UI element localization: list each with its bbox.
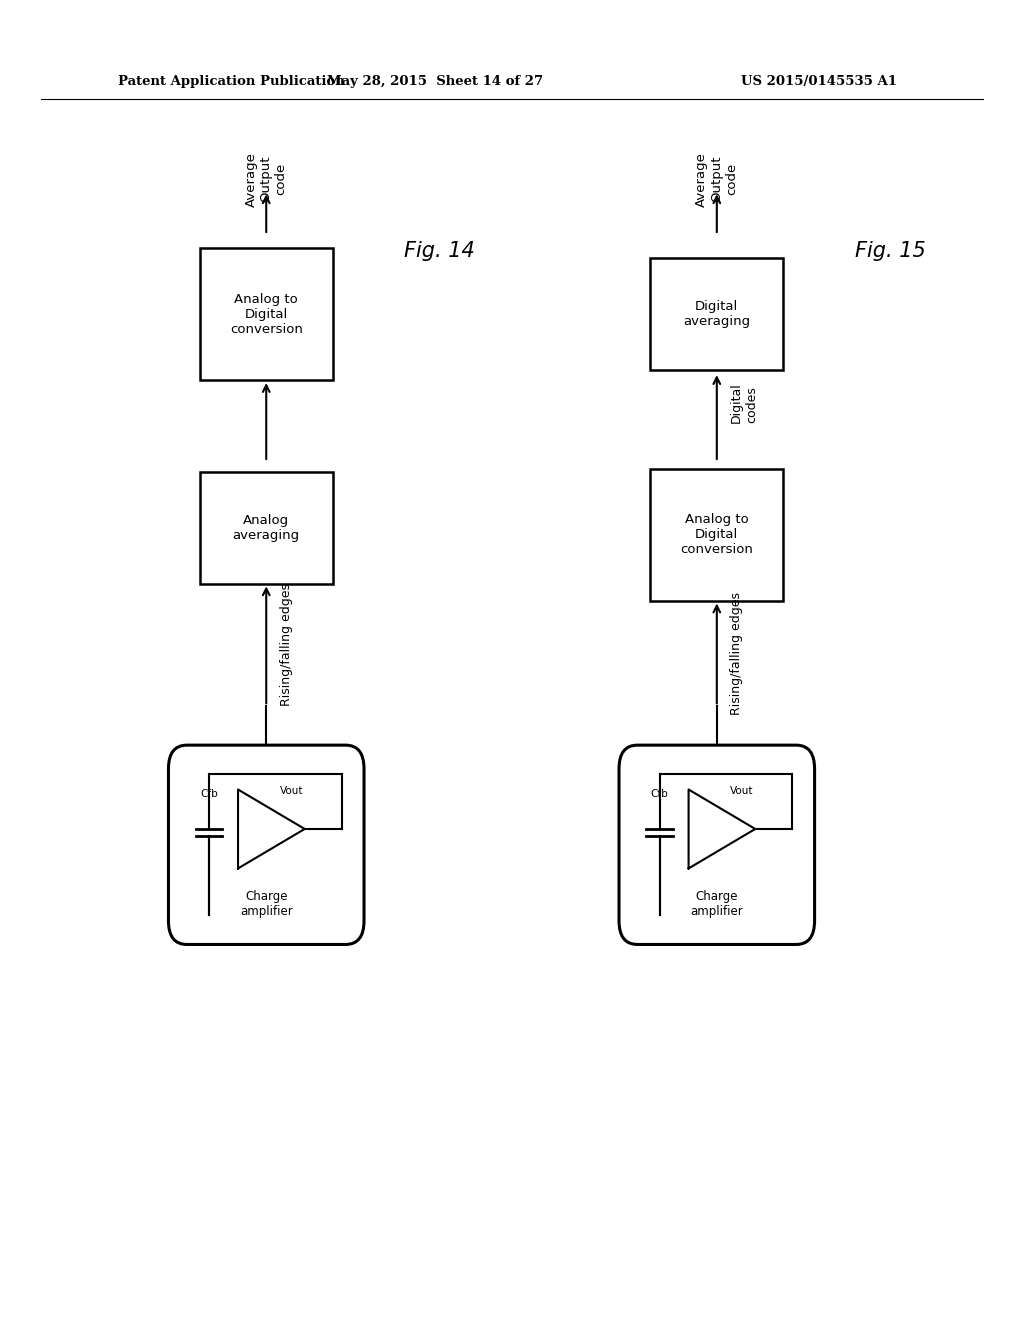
Text: Average
Output
code: Average Output code [695,152,738,207]
Text: Vout: Vout [730,785,754,796]
FancyBboxPatch shape [200,473,333,583]
Text: Analog
averaging: Analog averaging [232,513,300,543]
Text: US 2015/0145535 A1: US 2015/0145535 A1 [741,75,897,88]
Text: Fig. 15: Fig. 15 [855,240,926,261]
Text: Cfb: Cfb [651,789,669,800]
FancyBboxPatch shape [650,469,783,601]
Text: Fig. 14: Fig. 14 [404,240,475,261]
FancyBboxPatch shape [618,744,814,945]
Text: Rising/falling edges: Rising/falling edges [730,591,743,715]
Text: Cfb: Cfb [201,789,218,800]
Text: Analog to
Digital
conversion: Analog to Digital conversion [229,293,303,335]
Text: Charge
amplifier: Charge amplifier [240,890,293,919]
FancyBboxPatch shape [168,744,365,945]
Text: Digital
codes: Digital codes [730,383,758,422]
Text: Analog to
Digital
conversion: Analog to Digital conversion [680,513,754,556]
Text: Vout: Vout [280,785,303,796]
Text: Charge
amplifier: Charge amplifier [690,890,743,919]
Text: Rising/falling edges: Rising/falling edges [280,582,293,706]
FancyBboxPatch shape [650,259,783,370]
Text: May 28, 2015  Sheet 14 of 27: May 28, 2015 Sheet 14 of 27 [327,75,544,88]
Text: Patent Application Publication: Patent Application Publication [118,75,344,88]
Text: Digital
averaging: Digital averaging [683,300,751,329]
Text: Average
Output
code: Average Output code [245,152,288,207]
FancyBboxPatch shape [200,248,333,380]
